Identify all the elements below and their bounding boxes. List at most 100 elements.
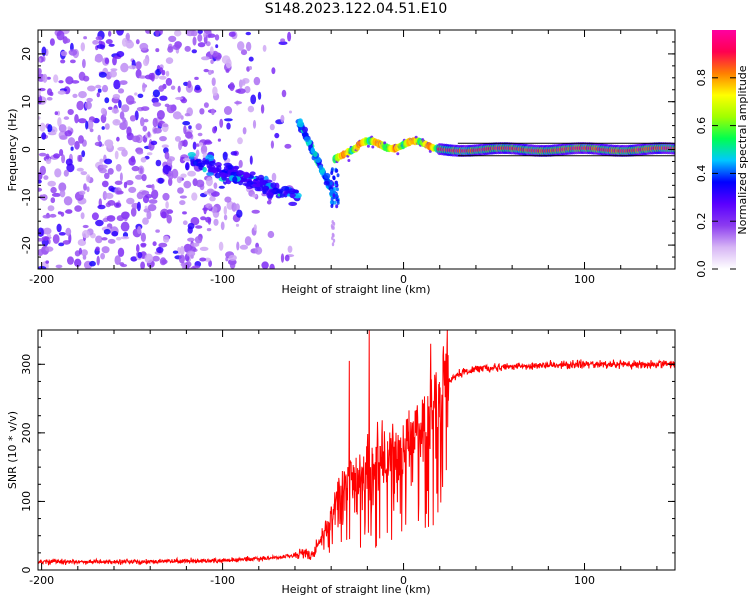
heatmap-blob: [147, 131, 151, 138]
heatmap-blob: [244, 86, 251, 94]
heatmap-blob: [208, 160, 216, 166]
heatmap-blob: [200, 216, 207, 221]
heatmap-blob: [45, 260, 49, 264]
heatmap-blob: [223, 106, 233, 115]
heatmap-blob: [45, 153, 50, 160]
colorbar-tick-label: 0.6: [695, 117, 708, 135]
heatmap-blob: [145, 30, 151, 34]
heatmap-blob: [202, 207, 209, 211]
heatmap-blob: [194, 236, 203, 244]
heatmap-blob: [242, 171, 250, 178]
heatmap-blob: [42, 214, 51, 219]
heatmap-blob: [183, 125, 187, 135]
heatmap-blob: [78, 135, 84, 144]
heatmap-blob: [140, 232, 146, 242]
heatmap-blob: [279, 193, 285, 198]
heatmap-blob: [161, 259, 168, 265]
heatmap-blob: [66, 163, 75, 173]
heatmap-blob: [182, 211, 187, 215]
heatmap-blob: [47, 180, 56, 187]
heatmap-blob: [108, 30, 112, 37]
heatmap-blob: [190, 242, 200, 247]
heatmap-blob: [205, 203, 213, 209]
heatmap-blob: [97, 88, 102, 93]
heatmap-blob: [136, 244, 140, 253]
snr-x-tick-label: 100: [574, 574, 595, 587]
heatmap-blob: [116, 30, 124, 36]
heatmap-blob: [213, 218, 219, 226]
heatmap-blob: [172, 250, 179, 254]
heatmap-blob: [120, 62, 129, 73]
heatmap-blob: [301, 131, 309, 138]
heatmap-blob: [225, 58, 232, 69]
heatmap-blob: [119, 80, 128, 85]
heatmap-blob: [116, 136, 120, 142]
heatmap-blob: [261, 261, 269, 269]
heatmap-blob: [225, 69, 230, 73]
heatmap-blob: [152, 89, 160, 98]
heatmap-blob: [318, 164, 324, 170]
heatmap-blob: [136, 150, 144, 155]
heatmap-blob: [223, 205, 227, 216]
heatmap-blob: [82, 254, 87, 260]
heatmap-blob: [146, 210, 152, 220]
heatmap-blob: [107, 142, 113, 149]
heatmap-blob: [68, 49, 78, 56]
heatmap-blob: [144, 74, 153, 80]
heatmap-blob: [86, 119, 94, 130]
heatmap-blob: [125, 40, 134, 49]
heatmap-blob: [147, 204, 157, 212]
heatmap-blob: [121, 104, 130, 113]
heatmap-blob: [204, 257, 211, 262]
heatmap-blob: [59, 149, 64, 156]
heatmap-blob: [150, 72, 155, 82]
heatmap-blob: [39, 122, 46, 132]
heatmap-blob: [201, 145, 208, 152]
heatmap-blob: [57, 90, 66, 95]
heatmap-blob: [259, 179, 266, 186]
heatmap-blob: [74, 258, 82, 267]
heatmap-blob: [187, 80, 192, 89]
heatmap-blob: [101, 246, 110, 254]
heatmap-blob: [177, 187, 184, 194]
heatmap-blob: [199, 108, 205, 115]
heatmap-blob: [174, 136, 182, 142]
heatmap-blob: [97, 204, 106, 210]
heatmap-blob: [130, 207, 137, 217]
heatmap-blob: [224, 196, 232, 203]
heatmap-blob: [247, 105, 255, 113]
heatmap-blob: [222, 151, 228, 161]
heatmap-blob: [168, 170, 174, 181]
snr-x-tick-label: -200: [29, 574, 54, 587]
heatmap-blob: [335, 204, 339, 209]
heatmap-blob: [135, 174, 143, 180]
heatmap-blob: [140, 157, 147, 163]
heatmap-blob: [178, 140, 183, 151]
heatmap-blob: [289, 193, 296, 198]
snr-background: [38, 330, 675, 570]
heatmap-blob: [104, 123, 110, 130]
heatmap-blob: [269, 123, 275, 131]
heatmap-blob: [58, 80, 64, 84]
heatmap-blob: [248, 56, 254, 62]
heatmap-blob: [137, 226, 142, 235]
heatmap-blob: [141, 174, 147, 182]
heatmap-blob: [331, 220, 334, 224]
heatmap-blob: [122, 117, 126, 124]
heatmap-blob: [120, 236, 130, 240]
heatmap-blob: [49, 91, 54, 96]
heatmap-blob: [191, 192, 198, 201]
heatmap-blob: [218, 241, 224, 251]
heatmap-blob: [82, 58, 86, 69]
heatmap-blob: [187, 237, 195, 242]
heatmap-blob: [236, 241, 240, 251]
heatmap-blob: [238, 79, 243, 89]
heatmap-blob: [111, 230, 119, 237]
heatmap-blob: [248, 66, 252, 70]
heatmap-blob: [335, 168, 339, 173]
heatmap-blob: [158, 242, 168, 248]
heatmap-blob: [95, 246, 100, 252]
heatmap-blob: [108, 185, 115, 192]
heatmap-blob: [96, 255, 100, 266]
heatmap-blob: [245, 31, 251, 36]
